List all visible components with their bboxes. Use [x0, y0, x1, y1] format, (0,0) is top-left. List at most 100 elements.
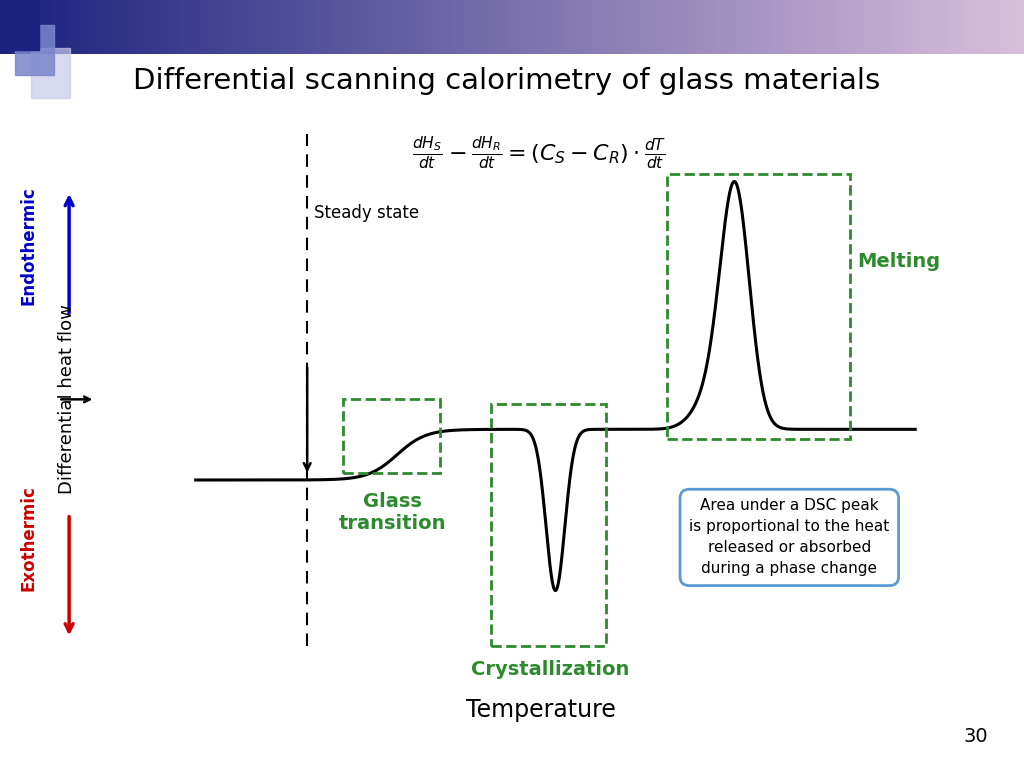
Text: Crystallization: Crystallization — [470, 660, 629, 679]
Bar — [410, 0, 415, 54]
Bar — [584, 0, 589, 54]
Bar — [799, 0, 804, 54]
Bar — [942, 0, 947, 54]
Bar — [154, 0, 159, 54]
Bar — [502, 0, 507, 54]
Bar — [630, 0, 635, 54]
Bar — [507, 0, 512, 54]
Bar — [916, 0, 922, 54]
Bar — [481, 0, 486, 54]
Bar — [778, 0, 783, 54]
Bar — [46, 0, 51, 54]
Bar — [164, 0, 169, 54]
Bar — [143, 0, 148, 54]
Bar — [0, 0, 5, 54]
Bar — [712, 0, 717, 54]
Bar — [732, 0, 737, 54]
Bar — [276, 0, 282, 54]
Text: Exothermic: Exothermic — [19, 485, 38, 591]
Bar — [645, 0, 650, 54]
Bar — [5, 0, 10, 54]
Bar — [1014, 0, 1019, 54]
Bar — [660, 0, 666, 54]
Bar — [840, 0, 845, 54]
Bar — [701, 0, 707, 54]
Bar — [655, 0, 660, 54]
Bar — [768, 0, 773, 54]
Bar — [671, 0, 676, 54]
Bar — [128, 0, 133, 54]
Bar — [246, 0, 251, 54]
Bar — [558, 0, 563, 54]
Bar — [855, 0, 860, 54]
Bar — [957, 0, 963, 54]
Bar — [993, 0, 998, 54]
Bar — [215, 0, 220, 54]
Bar — [302, 0, 307, 54]
Bar — [727, 0, 732, 54]
Bar — [92, 0, 97, 54]
Bar — [922, 0, 927, 54]
Bar — [399, 0, 404, 54]
Bar — [717, 0, 722, 54]
Bar — [195, 0, 200, 54]
Bar — [31, 48, 70, 98]
Text: Melting: Melting — [858, 252, 941, 270]
Bar — [123, 0, 128, 54]
Bar — [512, 0, 517, 54]
Bar — [886, 0, 891, 54]
Bar — [486, 0, 492, 54]
Bar — [614, 0, 620, 54]
Bar — [589, 0, 594, 54]
Bar — [497, 0, 502, 54]
Bar — [364, 0, 369, 54]
Bar — [61, 0, 67, 54]
Bar — [317, 0, 323, 54]
Bar — [394, 0, 399, 54]
Bar — [82, 0, 87, 54]
Bar — [1009, 0, 1014, 54]
Bar — [829, 0, 835, 54]
Bar — [87, 0, 92, 54]
Bar — [650, 0, 655, 54]
Bar — [604, 0, 609, 54]
Bar — [563, 0, 568, 54]
Bar — [522, 0, 527, 54]
Bar — [543, 0, 548, 54]
Bar — [26, 0, 31, 54]
Bar — [343, 0, 348, 54]
Bar — [599, 0, 604, 54]
Bar — [794, 0, 799, 54]
Bar — [451, 0, 456, 54]
Bar — [804, 0, 809, 54]
Bar — [952, 0, 957, 54]
Bar — [466, 0, 471, 54]
Bar — [148, 0, 154, 54]
Bar — [476, 0, 481, 54]
Bar — [184, 0, 189, 54]
Bar — [379, 0, 384, 54]
Bar — [553, 0, 558, 54]
Bar — [328, 0, 333, 54]
Bar — [707, 0, 712, 54]
Text: Endothermic: Endothermic — [19, 187, 38, 305]
Bar — [220, 0, 225, 54]
Bar — [609, 0, 614, 54]
Bar — [266, 0, 271, 54]
Bar — [783, 0, 788, 54]
Bar — [461, 0, 466, 54]
Bar — [297, 0, 302, 54]
Bar — [845, 0, 850, 54]
Bar — [809, 0, 814, 54]
Bar — [963, 0, 968, 54]
Bar — [118, 0, 123, 54]
Bar — [594, 0, 599, 54]
Bar — [374, 0, 379, 54]
Text: Area under a DSC peak
is proportional to the heat
released or absorbed
during a : Area under a DSC peak is proportional to… — [689, 498, 890, 577]
Bar — [358, 0, 364, 54]
Bar — [282, 0, 287, 54]
Text: Differential heat flow: Differential heat flow — [57, 304, 76, 495]
Bar — [97, 0, 102, 54]
Bar — [1019, 0, 1024, 54]
Bar — [548, 0, 553, 54]
